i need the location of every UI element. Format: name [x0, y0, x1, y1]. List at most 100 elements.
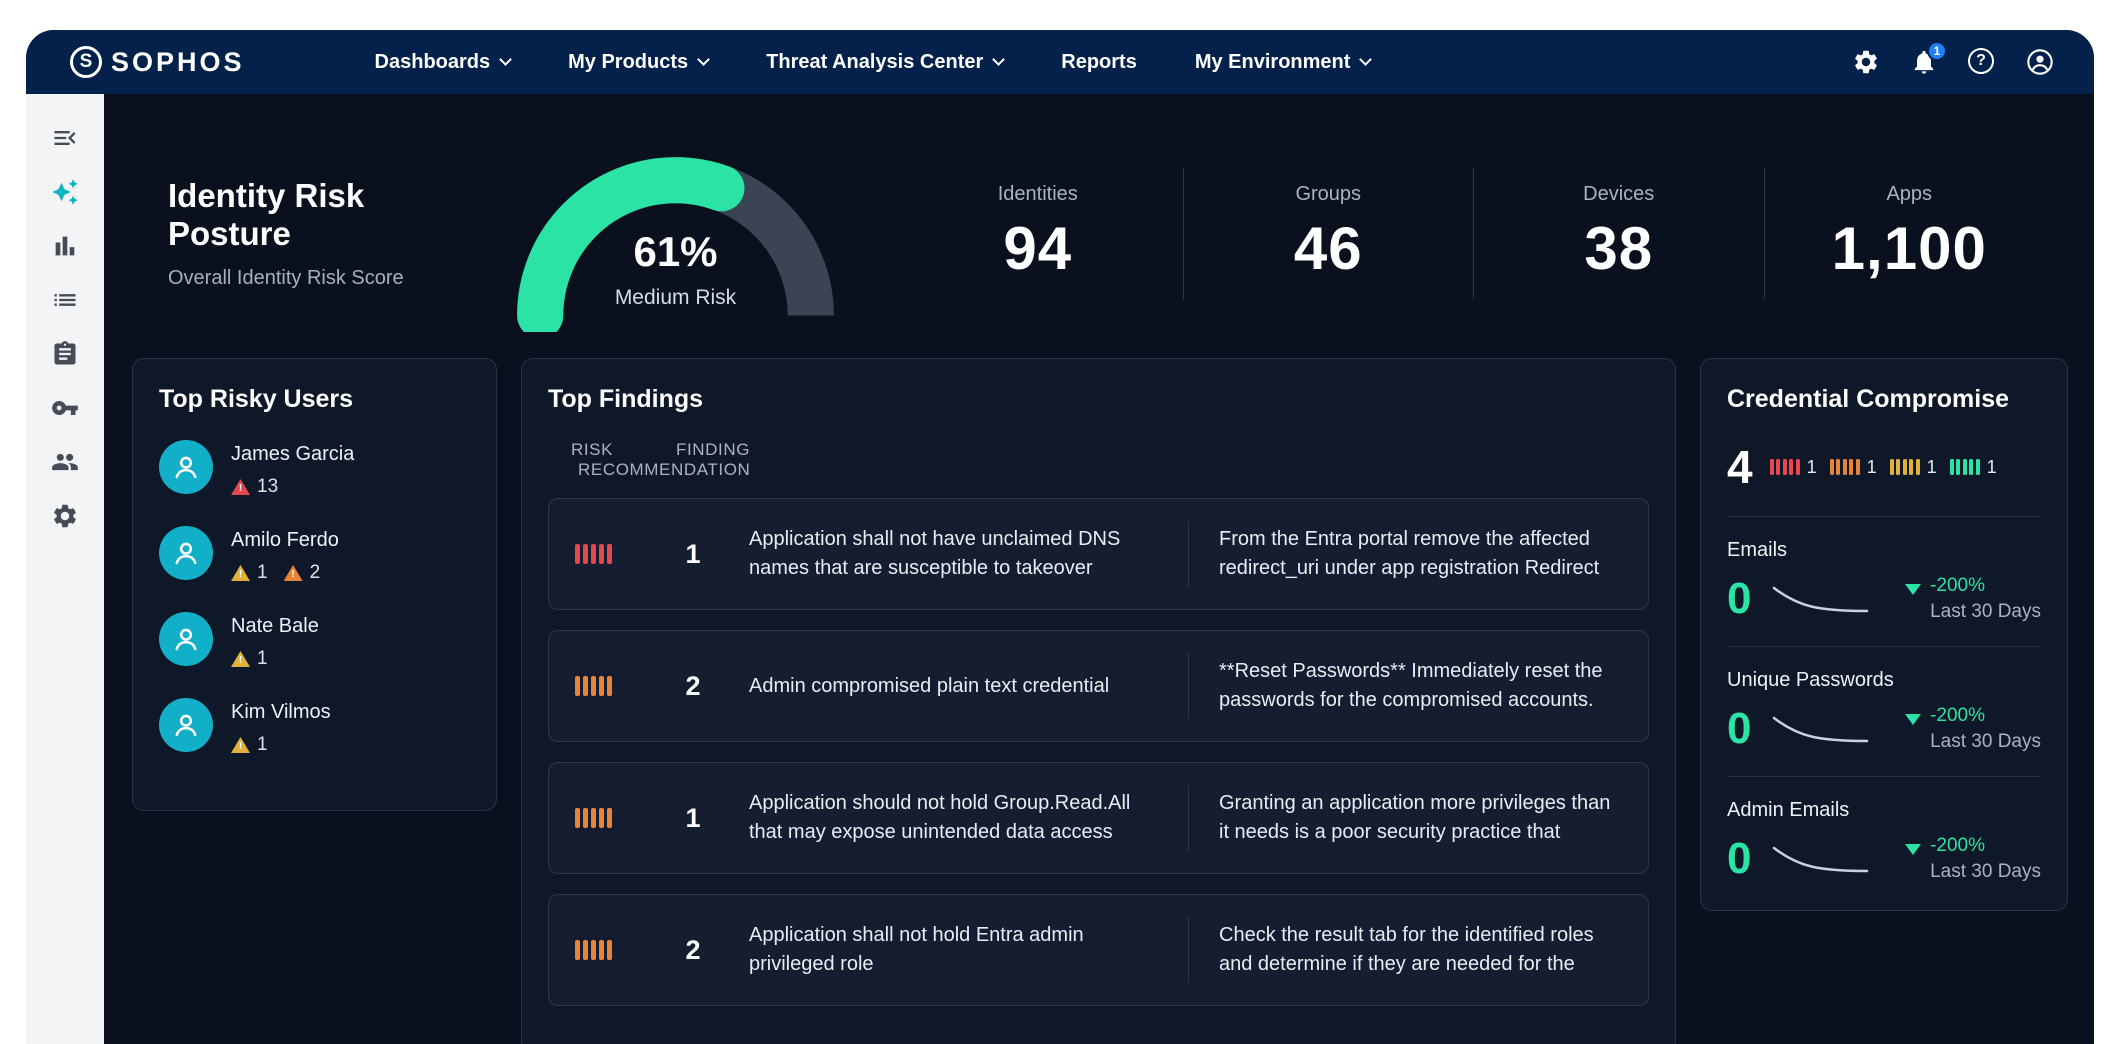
column-header-recommendation: RECOMMENDATION — [578, 460, 751, 479]
notification-badge: 1 — [1927, 41, 1947, 61]
severity-bars-icon — [1889, 459, 1920, 475]
brand-name: SOPHOS — [111, 46, 245, 77]
left-sidebar — [26, 94, 104, 1044]
card-title: Top Findings — [548, 385, 704, 413]
finding-text: Application shall not hold Entra admin p… — [749, 924, 1084, 975]
trend-down-icon — [1905, 583, 1922, 595]
metric-admin-emails: Admin Emails 0 -200% Last 30 Days — [1727, 776, 2041, 884]
chevron-down-icon — [1359, 53, 1373, 66]
nav-item-my-environment[interactable]: My Environment — [1194, 50, 1373, 74]
risky-user-row[interactable]: Nate Bale 1 — [159, 612, 470, 670]
change-period: Last 30 Days — [1930, 731, 2041, 752]
ai-sparkle-icon[interactable] — [51, 178, 79, 206]
warning-indicator: 2 — [283, 562, 320, 584]
trend-sparkline — [1773, 716, 1869, 743]
risky-user-row[interactable]: Amilo Ferdo 1 2 — [159, 526, 470, 584]
finding-row[interactable]: 2 Admin compromised plain text credentia… — [548, 630, 1649, 742]
warning-triangle-icon — [231, 651, 250, 667]
user-name: James Garcia — [231, 443, 355, 465]
nav-item-dashboards[interactable]: Dashboards — [374, 50, 512, 74]
risky-user-row[interactable]: Kim Vilmos 1 — [159, 698, 470, 756]
credential-summary: 4 1 1 1 — [1727, 440, 2041, 494]
main-content: Identity Risk Posture Overall Identity R… — [104, 94, 2094, 1044]
finding-row[interactable]: 2 Application shall not hold Entra admin… — [548, 894, 1649, 1006]
finding-count: 2 — [685, 934, 701, 965]
page-title: Identity Risk Posture — [168, 176, 365, 252]
bar-chart-icon[interactable] — [51, 232, 79, 260]
notifications-icon[interactable]: 1 — [1910, 41, 1947, 76]
nav-label: My Products — [568, 50, 689, 73]
key-icon[interactable] — [51, 394, 79, 422]
finding-count: 2 — [685, 670, 701, 701]
trend-sparkline — [1773, 586, 1869, 613]
risk-score-gauge: 61% Medium Risk — [488, 134, 863, 339]
account-icon[interactable] — [2026, 48, 2054, 76]
user-avatar-icon — [159, 612, 213, 666]
nav-label: My Environment — [1194, 50, 1351, 73]
metric-value: 0 — [1727, 834, 1752, 883]
settings-icon[interactable] — [51, 502, 79, 530]
finding-text: Application shall not have unclaimed DNS… — [749, 528, 1121, 579]
warning-indicator: 1 — [231, 562, 268, 584]
risk-posture-header: Identity Risk Posture Overall Identity R… — [104, 94, 2094, 358]
change-period: Last 30 Days — [1930, 601, 2041, 622]
chevron-down-icon — [992, 53, 1006, 66]
severity-bars-icon — [1949, 459, 1980, 475]
card-title: Top Risky Users — [159, 385, 354, 413]
finding-text: Application should not hold Group.Read.A… — [749, 792, 1131, 843]
severity-indicator: 1 — [1769, 457, 1817, 478]
finding-recommendation: Granting an application more privileges … — [1188, 785, 1648, 851]
finding-row[interactable]: 1 Application shall not have unclaimed D… — [548, 498, 1649, 610]
nav-item-threat-analysis-center[interactable]: Threat Analysis Center — [766, 51, 1006, 74]
finding-recommendation: From the Entra portal remove the affecte… — [1188, 521, 1648, 587]
warning-triangle-icon — [231, 565, 250, 581]
menu-collapse-icon[interactable] — [51, 124, 79, 152]
nav-item-reports[interactable]: Reports — [1061, 51, 1137, 74]
trend-down-icon — [1905, 843, 1922, 855]
sophos-logo[interactable]: S SOPHOS — [70, 46, 245, 78]
warning-indicator: 13 — [231, 476, 278, 498]
top-findings-card: Top Findings RISK FINDING RECOMMENDATION… — [521, 358, 1676, 1044]
top-nav: S SOPHOS Dashboards My Products Threat A… — [26, 30, 2094, 94]
users-icon[interactable] — [51, 448, 79, 476]
metric-unique-passwords: Unique Passwords 0 -200% Last 30 Days — [1727, 646, 2041, 754]
trend-sparkline — [1773, 846, 1869, 873]
change-period: Last 30 Days — [1930, 861, 2041, 882]
chevron-down-icon — [697, 53, 711, 66]
finding-recommendation: **Reset Passwords** Immediately reset th… — [1188, 653, 1648, 719]
column-header-risk: RISK — [570, 440, 614, 459]
nav-label: Dashboards — [374, 50, 491, 73]
change-percent: -200% — [1930, 575, 1986, 596]
metric-value: 0 — [1727, 574, 1752, 623]
summary-stats: Identities 94 Groups 46 Devices 38 Apps … — [893, 167, 2054, 299]
credential-compromise-card: Credential Compromise 4 1 1 — [1700, 358, 2068, 911]
stat-apps: Apps 1,100 — [1763, 167, 2055, 299]
clipboard-icon[interactable] — [51, 340, 79, 368]
list-icon[interactable] — [51, 286, 79, 314]
finding-row[interactable]: 1 Application should not hold Group.Read… — [548, 762, 1649, 874]
help-icon[interactable]: ? — [1968, 48, 1996, 76]
risk-bars-icon — [549, 676, 637, 696]
warning-indicator: 1 — [231, 648, 268, 670]
gauge-label: Medium Risk — [614, 286, 737, 309]
card-title: Credential Compromise — [1727, 385, 2010, 413]
main-menu: Dashboards My Products Threat Analysis C… — [374, 50, 1373, 74]
risky-user-row[interactable]: James Garcia 13 — [159, 440, 470, 498]
settings-icon[interactable] — [1852, 48, 1880, 76]
risk-bars-icon — [549, 544, 637, 564]
stat-identities: Identities 94 — [997, 183, 1078, 282]
page-subtitle: Overall Identity Risk Score — [168, 266, 404, 289]
user-avatar-icon — [159, 526, 213, 580]
finding-text: Admin compromised plain text credential — [749, 674, 1110, 697]
top-risky-users-card: Top Risky Users James Garcia 13 — [132, 358, 497, 811]
warning-triangle-icon — [283, 565, 303, 581]
nav-label: Reports — [1061, 50, 1137, 73]
nav-item-my-products[interactable]: My Products — [568, 50, 711, 74]
severity-indicator: 1 — [1889, 457, 1937, 478]
warning-triangle-icon — [231, 737, 250, 753]
sophos-logo-icon: S — [70, 46, 102, 78]
severity-indicator: 1 — [1949, 457, 1997, 478]
user-avatar-icon — [159, 440, 213, 494]
gauge-percent: 61% — [633, 228, 718, 275]
user-name: Kim Vilmos — [231, 701, 331, 723]
